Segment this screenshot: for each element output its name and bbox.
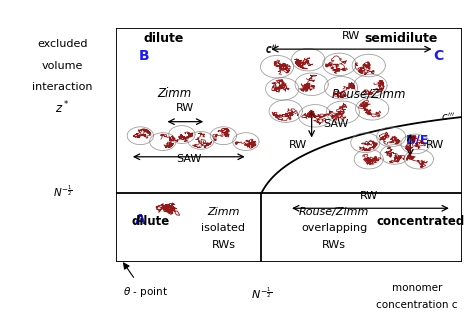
Text: D/E: D/E bbox=[405, 134, 429, 147]
Text: RWs: RWs bbox=[211, 240, 236, 250]
Text: RW: RW bbox=[176, 104, 194, 114]
Text: overlapping: overlapping bbox=[301, 223, 367, 233]
Text: RW: RW bbox=[289, 140, 307, 150]
Text: RW: RW bbox=[342, 31, 361, 41]
Text: Rouse/Zimm: Rouse/Zimm bbox=[331, 87, 406, 100]
Text: RW: RW bbox=[426, 140, 444, 150]
Text: $z^*$: $z^*$ bbox=[55, 99, 70, 116]
Text: $N^{-\frac{1}{2}}$: $N^{-\frac{1}{2}}$ bbox=[53, 183, 73, 198]
Text: RWs: RWs bbox=[322, 240, 346, 250]
Text: C: C bbox=[433, 49, 443, 63]
Text: $c^{\prime\prime}$: $c^{\prime\prime}$ bbox=[265, 42, 277, 55]
Text: A: A bbox=[135, 213, 146, 227]
Text: interaction: interaction bbox=[32, 81, 93, 92]
Text: monomer: monomer bbox=[392, 283, 442, 293]
Text: excluded: excluded bbox=[37, 39, 88, 50]
Text: B: B bbox=[138, 49, 149, 63]
Text: $\theta$ - point: $\theta$ - point bbox=[123, 285, 168, 300]
Text: SAW: SAW bbox=[176, 154, 201, 164]
Text: dilute: dilute bbox=[132, 215, 170, 228]
Text: $c^{\prime\prime\prime}$: $c^{\prime\prime\prime}$ bbox=[441, 111, 456, 123]
Text: $N^{-\frac{1}{2}}$: $N^{-\frac{1}{2}}$ bbox=[251, 285, 272, 301]
Text: concentration c: concentration c bbox=[376, 300, 458, 310]
Text: concentrated: concentrated bbox=[376, 215, 465, 228]
Text: Rouse/Zimm: Rouse/Zimm bbox=[299, 207, 369, 217]
Text: semidilute: semidilute bbox=[365, 32, 438, 45]
Text: SAW: SAW bbox=[324, 119, 349, 129]
Text: volume: volume bbox=[42, 61, 83, 71]
Text: RW: RW bbox=[360, 191, 378, 201]
Text: isolated: isolated bbox=[201, 223, 246, 233]
Text: dilute: dilute bbox=[144, 32, 184, 45]
Text: $c^{\prime\prime}$: $c^{\prime\prime}$ bbox=[265, 43, 277, 56]
Text: Zimm: Zimm bbox=[158, 87, 192, 100]
Text: Zimm: Zimm bbox=[207, 207, 240, 217]
